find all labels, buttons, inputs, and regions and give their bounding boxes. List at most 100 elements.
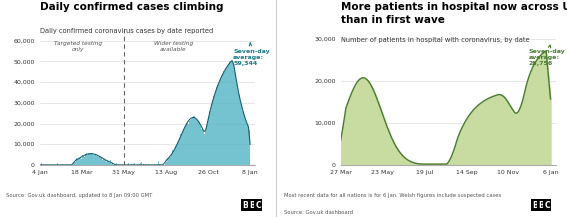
- Bar: [226, 67, 227, 165]
- Bar: [145, 164, 146, 165]
- Text: Daily confirmed cases climbing: Daily confirmed cases climbing: [40, 2, 223, 12]
- Bar: [243, 112, 244, 165]
- Bar: [209, 112, 210, 165]
- Bar: [249, 130, 250, 165]
- Bar: [236, 83, 237, 165]
- Bar: [68, 164, 69, 165]
- Bar: [219, 80, 220, 165]
- Bar: [222, 75, 223, 165]
- Bar: [215, 90, 216, 165]
- Bar: [133, 164, 134, 165]
- Text: Wider testing
available: Wider testing available: [154, 41, 193, 52]
- Bar: [210, 108, 211, 165]
- Bar: [180, 134, 181, 165]
- Bar: [143, 164, 144, 165]
- Bar: [160, 164, 161, 165]
- Bar: [171, 154, 172, 165]
- Bar: [220, 78, 221, 165]
- Bar: [59, 164, 60, 165]
- Text: B: B: [538, 201, 544, 210]
- Bar: [100, 157, 101, 165]
- Bar: [102, 160, 103, 165]
- Bar: [214, 93, 215, 165]
- Bar: [185, 126, 186, 165]
- Bar: [205, 132, 206, 165]
- Bar: [98, 156, 99, 165]
- Bar: [115, 164, 116, 165]
- Bar: [87, 155, 88, 165]
- Bar: [108, 163, 109, 165]
- Text: Source: Gov.uk dashboard, updated to 8 Jan 09:00 GMT: Source: Gov.uk dashboard, updated to 8 J…: [6, 193, 152, 198]
- Bar: [206, 125, 207, 165]
- Bar: [231, 61, 232, 165]
- Text: More patients in hospital now across UK
than in first wave: More patients in hospital now across UK …: [341, 2, 567, 25]
- Bar: [111, 164, 112, 165]
- Text: C: C: [544, 201, 550, 210]
- Bar: [76, 159, 77, 165]
- Bar: [86, 153, 87, 165]
- Bar: [167, 158, 168, 165]
- Bar: [229, 64, 230, 165]
- Bar: [166, 162, 167, 165]
- Bar: [237, 86, 238, 165]
- Bar: [244, 116, 245, 165]
- Bar: [235, 75, 236, 165]
- Bar: [83, 156, 84, 165]
- Bar: [183, 128, 184, 165]
- Bar: [213, 96, 214, 165]
- Bar: [128, 163, 129, 165]
- Bar: [176, 145, 177, 165]
- Bar: [116, 163, 117, 165]
- Bar: [201, 129, 202, 165]
- Text: B: B: [249, 201, 255, 210]
- Bar: [195, 119, 196, 165]
- Bar: [90, 153, 91, 165]
- Bar: [174, 149, 175, 165]
- Bar: [192, 117, 193, 165]
- Bar: [112, 163, 113, 165]
- Bar: [203, 131, 204, 165]
- Bar: [189, 119, 190, 165]
- Bar: [211, 103, 212, 165]
- Bar: [230, 62, 231, 165]
- Bar: [242, 108, 243, 165]
- Bar: [194, 118, 195, 165]
- Bar: [107, 160, 108, 165]
- Bar: [233, 60, 234, 165]
- Bar: [204, 134, 205, 165]
- Bar: [81, 155, 82, 165]
- Bar: [55, 164, 56, 165]
- Bar: [245, 116, 246, 165]
- Bar: [179, 139, 180, 165]
- Bar: [88, 153, 89, 165]
- Bar: [97, 156, 98, 165]
- Text: B: B: [243, 201, 248, 210]
- Bar: [154, 164, 155, 165]
- Bar: [212, 101, 213, 165]
- Bar: [82, 155, 83, 165]
- Bar: [93, 154, 94, 165]
- Text: Seven-day
average:
59,344: Seven-day average: 59,344: [233, 43, 270, 66]
- Bar: [218, 83, 219, 165]
- Bar: [207, 123, 208, 165]
- Bar: [99, 156, 100, 165]
- Bar: [141, 162, 142, 165]
- Bar: [62, 164, 63, 165]
- Bar: [105, 160, 106, 165]
- Bar: [186, 123, 187, 165]
- Bar: [153, 164, 154, 165]
- Bar: [193, 119, 194, 165]
- Bar: [73, 164, 74, 165]
- Bar: [148, 164, 149, 165]
- Bar: [91, 153, 92, 165]
- Bar: [118, 164, 119, 165]
- Bar: [168, 159, 169, 165]
- Bar: [240, 102, 241, 165]
- Bar: [159, 164, 160, 165]
- Bar: [41, 163, 42, 165]
- Bar: [190, 120, 191, 165]
- Bar: [172, 150, 173, 165]
- Bar: [170, 156, 171, 165]
- Bar: [106, 161, 107, 165]
- Bar: [103, 159, 104, 165]
